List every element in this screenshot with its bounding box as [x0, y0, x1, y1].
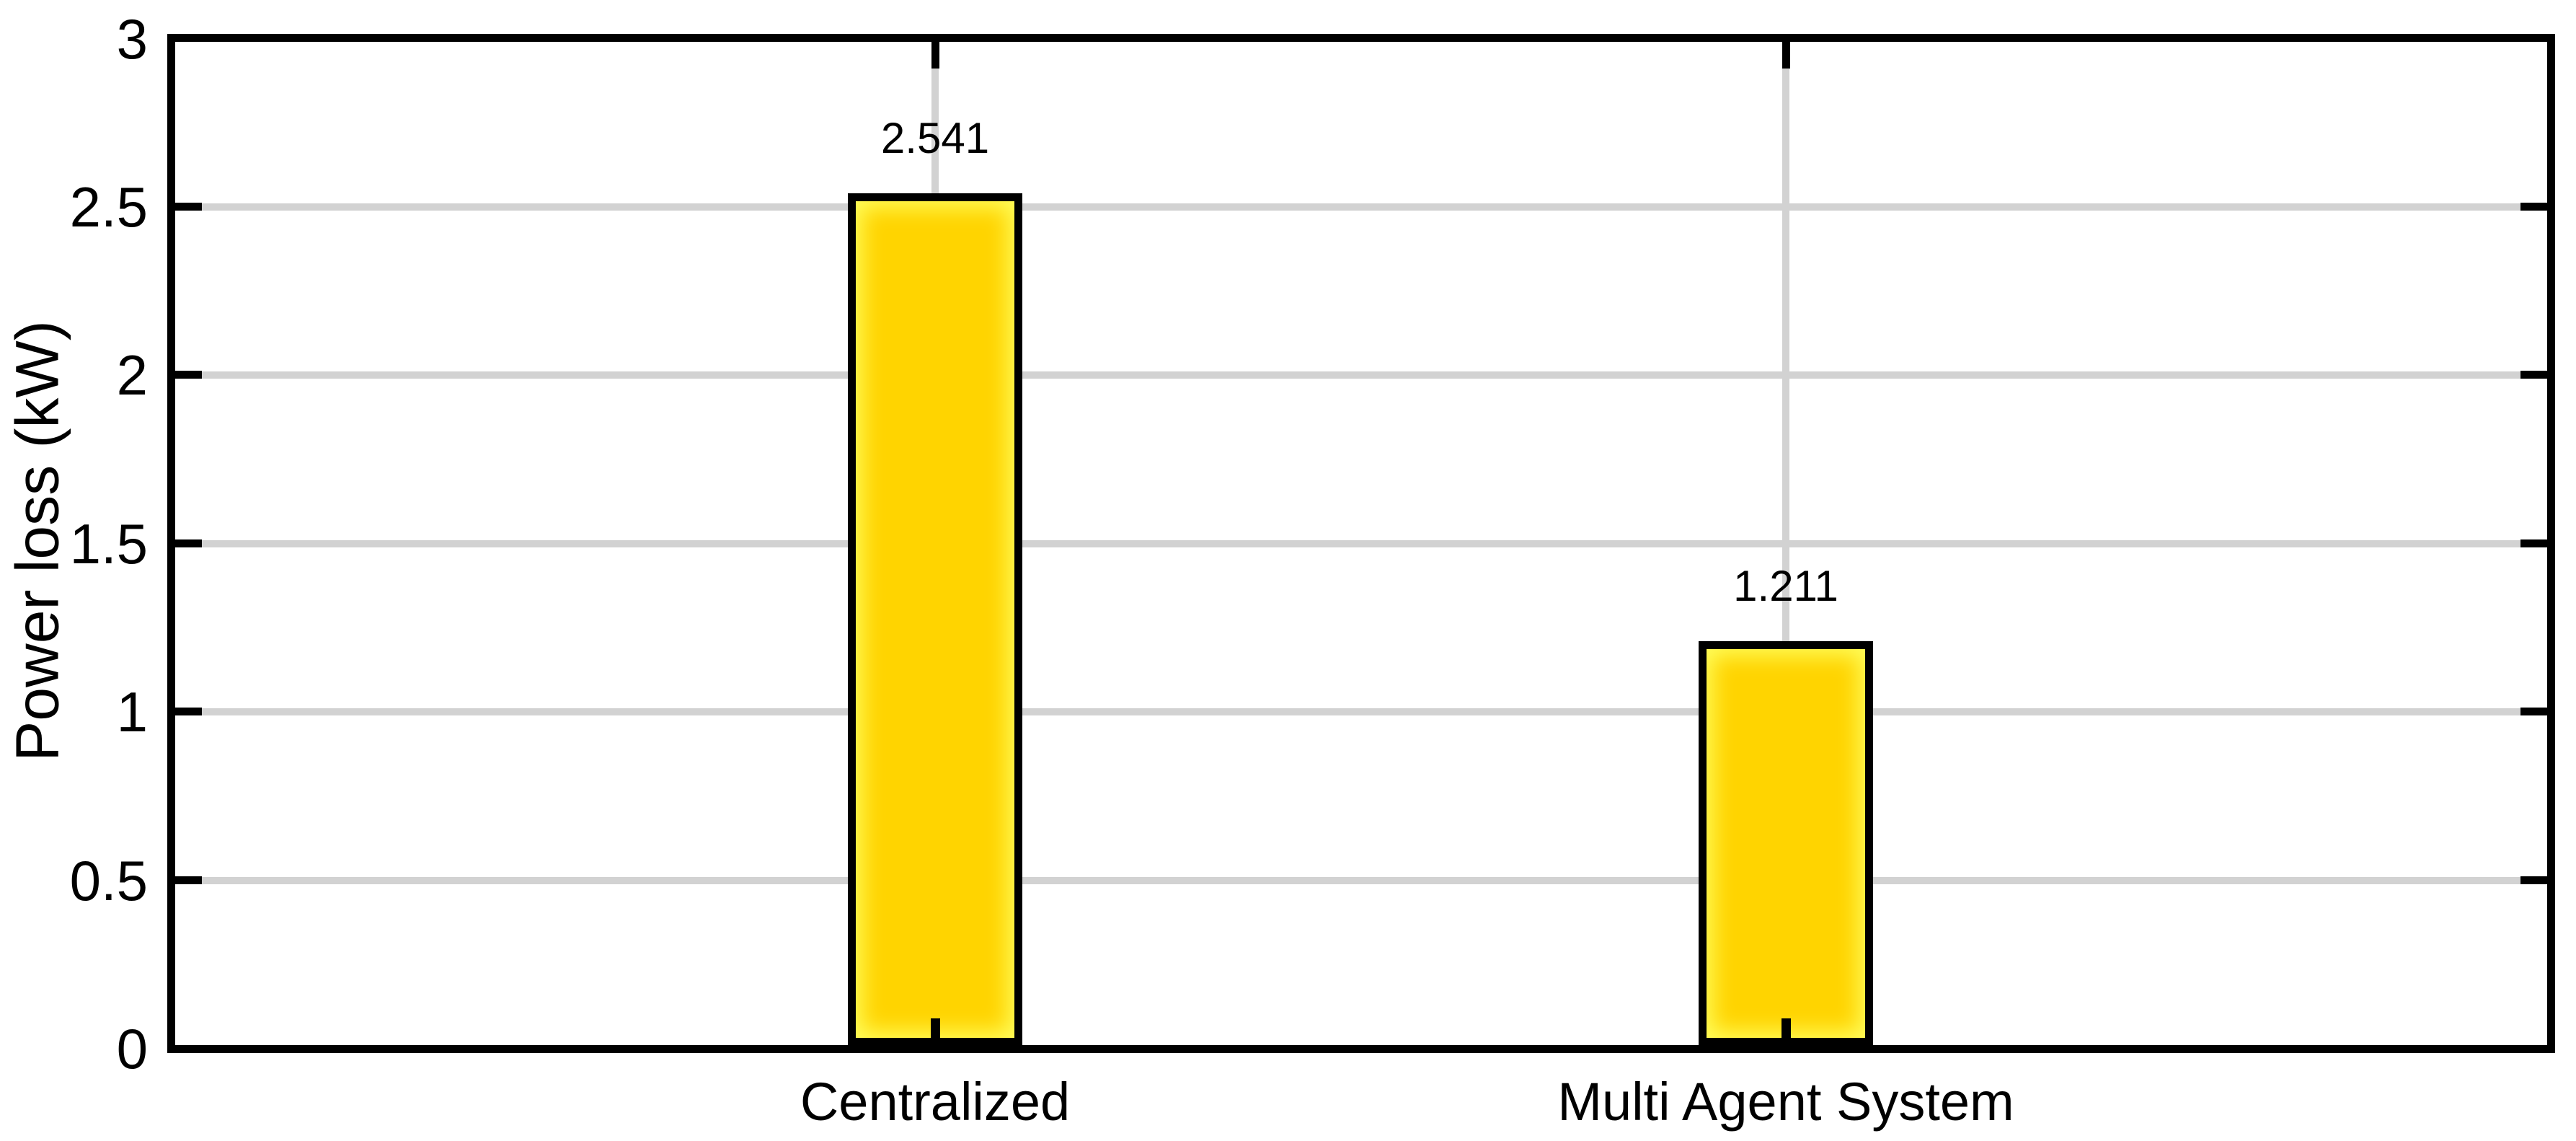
y-tick-left — [175, 371, 202, 379]
y-tick-label: 2 — [116, 343, 148, 408]
y-tick-left — [175, 203, 202, 211]
bar-value-label: 2.541 — [880, 113, 990, 162]
y-tick-left — [175, 539, 202, 547]
data-bar — [1699, 640, 1873, 1046]
x-tick-label: Centralized — [800, 1072, 1071, 1132]
y-tick-label: 0 — [116, 1017, 148, 1080]
x-tick-bottom — [1781, 1018, 1791, 1045]
y-tick-label: 2.5 — [69, 175, 148, 239]
y-gridline — [175, 539, 2547, 547]
x-tick-bottom — [931, 1018, 940, 1045]
y-tick-label: 3 — [116, 6, 148, 71]
x-tick-top — [931, 42, 939, 69]
y-tick-left — [175, 708, 202, 716]
y-tick-left — [175, 876, 202, 884]
y-gridline — [175, 876, 2547, 884]
plot-area-frame — [167, 34, 2555, 1053]
y-tick-label: 1 — [116, 680, 148, 744]
y-tick-right — [2520, 203, 2547, 211]
x-tick-label: Multi Agent System — [1557, 1072, 2014, 1132]
y-tick-right — [2520, 539, 2547, 547]
y-gridline — [175, 708, 2547, 716]
y-tick-right — [2520, 876, 2547, 884]
y-tick-label: 0.5 — [69, 848, 148, 912]
x-gridline — [1782, 42, 1789, 1045]
y-tick-right — [2520, 371, 2547, 379]
bar-value-label: 1.211 — [1733, 561, 1838, 610]
x-tick-top — [1782, 42, 1790, 69]
y-tick-right — [2520, 708, 2547, 716]
y-tick-label: 1.5 — [69, 511, 148, 576]
y-gridline — [175, 203, 2547, 211]
y-gridline — [175, 371, 2547, 379]
data-bar — [848, 193, 1022, 1046]
